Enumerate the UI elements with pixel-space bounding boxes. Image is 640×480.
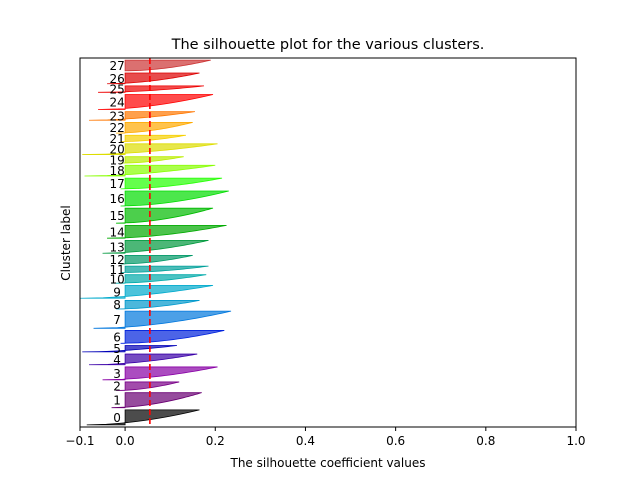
cluster-label-9: 9 <box>113 285 121 299</box>
y-axis-label: Cluster label <box>59 205 73 280</box>
cluster-label-11: 11 <box>109 263 124 277</box>
cluster-8-area <box>116 300 200 310</box>
cluster-26-area <box>107 72 200 85</box>
x-tick-label: 0.0 <box>116 434 135 448</box>
x-axis-ticks: −0.1 0.0 0.2 0.4 0.6 0.8 1.0 <box>65 427 586 448</box>
cluster-0-area <box>86 409 200 426</box>
cluster-4-area <box>89 353 198 366</box>
cluster-label-10: 10 <box>109 273 124 287</box>
cluster-label-5: 5 <box>113 342 121 356</box>
x-tick-label: 0.8 <box>476 434 495 448</box>
cluster-11-area <box>120 265 209 273</box>
cluster-9-area <box>79 285 214 299</box>
cluster-16-area <box>120 190 229 207</box>
cluster-label-3: 3 <box>113 367 121 381</box>
x-tick-label: 1.0 <box>566 434 585 448</box>
cluster-17-area <box>120 177 223 190</box>
cluster-27-area <box>124 59 211 72</box>
cluster-label-25: 25 <box>109 83 124 97</box>
cluster-label-19: 19 <box>109 153 124 167</box>
cluster-label-17: 17 <box>109 177 124 191</box>
cluster-14-area <box>107 224 227 239</box>
cluster-6-area <box>120 330 225 344</box>
cluster-label-13: 13 <box>109 240 124 254</box>
cluster-13-area <box>102 239 209 254</box>
cluster-label-12: 12 <box>109 253 124 267</box>
cluster-label-22: 22 <box>109 121 124 135</box>
cluster-label-24: 24 <box>109 96 124 110</box>
plot-frame <box>79 57 577 428</box>
cluster-22-area <box>116 121 193 134</box>
cluster-label-8: 8 <box>113 298 121 312</box>
cluster-label-14: 14 <box>109 225 124 239</box>
cluster-5-area <box>82 345 177 353</box>
cluster-areas <box>79 59 232 426</box>
cluster-12-area <box>120 254 193 265</box>
cluster-1-area <box>111 392 202 409</box>
x-axis-label: The silhouette coefficient values <box>230 456 426 470</box>
cluster-label-0: 0 <box>113 411 121 425</box>
cluster-25-area <box>98 85 205 93</box>
cluster-label-26: 26 <box>109 72 124 86</box>
x-tick-label: 0.6 <box>386 434 405 448</box>
cluster-label-15: 15 <box>109 209 124 223</box>
cluster-label-16: 16 <box>109 192 124 206</box>
x-tick-label: 0.4 <box>296 434 315 448</box>
cluster-label-7: 7 <box>113 313 121 327</box>
cluster-label-2: 2 <box>113 380 121 394</box>
cluster-label-27: 27 <box>109 59 124 73</box>
chart-title: The silhouette plot for the various clus… <box>171 37 485 53</box>
x-tick-label: 0.2 <box>206 434 225 448</box>
cluster-labels: 0123456789101112131415161718192021222324… <box>109 59 124 425</box>
cluster-label-6: 6 <box>113 330 121 344</box>
x-tick-label: −0.1 <box>65 434 94 448</box>
cluster-19-area <box>120 156 184 164</box>
cluster-label-4: 4 <box>113 353 121 367</box>
cluster-21-area <box>120 134 187 143</box>
cluster-label-23: 23 <box>109 109 124 123</box>
cluster-label-21: 21 <box>109 132 124 146</box>
cluster-label-1: 1 <box>113 394 121 408</box>
cluster-24-area <box>98 94 214 110</box>
cluster-label-18: 18 <box>109 164 124 178</box>
cluster-7-area <box>93 310 232 329</box>
cluster-label-20: 20 <box>109 143 124 157</box>
cluster-3-area <box>102 366 218 381</box>
cluster-10-area <box>111 274 207 284</box>
cluster-2-area <box>116 381 180 391</box>
cluster-23-area <box>89 111 196 121</box>
